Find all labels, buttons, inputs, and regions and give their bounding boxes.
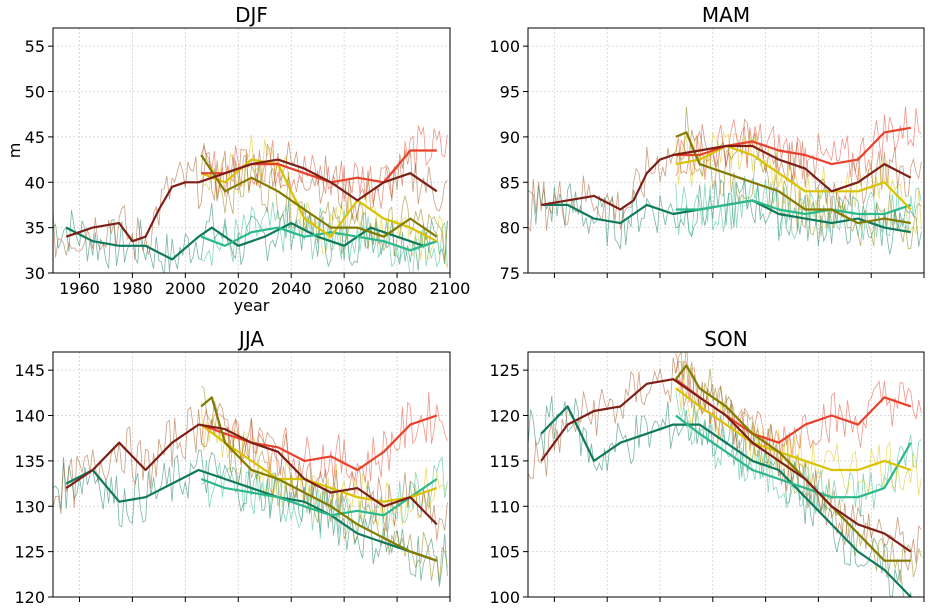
- y-tick-label: 85: [500, 173, 520, 192]
- series-line: [200, 414, 438, 472]
- x-axis-label: year: [234, 296, 270, 315]
- grid: [528, 352, 924, 597]
- series-line: [65, 158, 438, 243]
- series-line: [200, 477, 438, 517]
- panel-title: MAM: [702, 3, 750, 27]
- series-line: [200, 226, 438, 252]
- y-tick-label: 145: [14, 361, 45, 380]
- panel-jja: 120 125 130 135 140 145 JJA: [14, 327, 451, 607]
- y-axis-label: m: [5, 143, 24, 159]
- series-line: [65, 423, 438, 526]
- annual-series-line: [675, 131, 922, 234]
- annual-series-line: [53, 402, 448, 541]
- annual-series-line: [528, 118, 922, 232]
- x-tick-label: 2020: [218, 279, 259, 298]
- x-tick-label: 2000: [165, 279, 206, 298]
- x-tick-label: 2080: [377, 279, 418, 298]
- y-tick-label: 80: [500, 219, 520, 238]
- y-tick-label: 140: [14, 407, 45, 426]
- y-tick-label: 110: [489, 497, 520, 516]
- series-line: [541, 144, 912, 211]
- y-tick-label: 75: [500, 264, 520, 283]
- grid: [53, 352, 450, 597]
- series-line: [200, 158, 438, 243]
- plot-frame: [527, 351, 925, 598]
- annual-series-line: [675, 106, 922, 250]
- annual-series-line: [200, 401, 448, 527]
- series-line: [540, 405, 912, 597]
- panel-mam: 75 80 85 90 95 100 MAM: [489, 3, 925, 283]
- plot-area: [53, 385, 448, 587]
- panel-title: SON: [704, 327, 747, 351]
- annual-series-line: [200, 143, 448, 262]
- series-line: [65, 222, 438, 261]
- y-tick-label: 130: [14, 497, 45, 516]
- plot-frame: [52, 351, 451, 598]
- y-tick-label: 90: [500, 128, 520, 147]
- series-line: [675, 414, 912, 499]
- annual-series-line: [200, 125, 448, 209]
- plot-area: [53, 125, 448, 273]
- x-tick-label: 2060: [324, 279, 365, 298]
- series-line: [675, 144, 912, 211]
- annual-series-line: [675, 390, 922, 518]
- panel-son: 100 105 110 115 120 125 SON: [489, 327, 925, 607]
- annual-series-line: [53, 199, 448, 273]
- y-tick-label: 55: [25, 37, 45, 56]
- y-tick-label: 100: [489, 37, 520, 56]
- x-tick-label: 1980: [112, 279, 153, 298]
- annual-series-line: [675, 374, 922, 496]
- plot-area: [528, 106, 922, 255]
- y-tick-label: 100: [489, 588, 520, 607]
- series-line: [675, 126, 911, 166]
- y-tick-label: 115: [489, 452, 520, 471]
- grid: [528, 28, 924, 273]
- plot-area: [528, 352, 922, 597]
- panel-title: DJF: [235, 3, 268, 27]
- series-line: [200, 423, 438, 503]
- y-tick-label: 125: [14, 543, 45, 562]
- annual-series-line: [675, 352, 922, 583]
- grid: [53, 28, 450, 273]
- y-tick-label: 125: [489, 361, 520, 380]
- x-tick-label: 2100: [430, 279, 471, 298]
- y-tick-label: 35: [25, 219, 45, 238]
- y-tick-label: 120: [14, 588, 45, 607]
- y-tick-label: 95: [500, 83, 520, 102]
- plot-frame: [527, 27, 925, 274]
- series-line: [540, 378, 912, 553]
- x-tick-label: 1960: [59, 279, 100, 298]
- series-line: [65, 468, 438, 562]
- series-line: [675, 387, 912, 472]
- panel-djf: 30 35 40 45 50 55 1960 1980 2000 2020 2040 2060 2080…: [5, 3, 470, 315]
- panel-title: JJA: [237, 327, 264, 351]
- series-line: [675, 131, 911, 225]
- x-tick-label: 2040: [271, 279, 312, 298]
- y-tick-label: 105: [489, 543, 520, 562]
- series-line: [200, 154, 438, 238]
- y-tick-label: 30: [25, 264, 45, 283]
- annual-series-line: [200, 385, 448, 583]
- y-tick-label: 135: [14, 452, 45, 471]
- series-line: [674, 364, 911, 562]
- annual-series-line: [53, 449, 448, 587]
- plot-frame: [52, 27, 451, 274]
- y-tick-label: 45: [25, 128, 45, 147]
- y-tick-label: 120: [489, 407, 520, 426]
- y-tick-label: 50: [25, 83, 45, 102]
- y-tick-label: 40: [25, 173, 45, 192]
- series-line: [675, 199, 912, 216]
- annual-series-line: [675, 352, 922, 464]
